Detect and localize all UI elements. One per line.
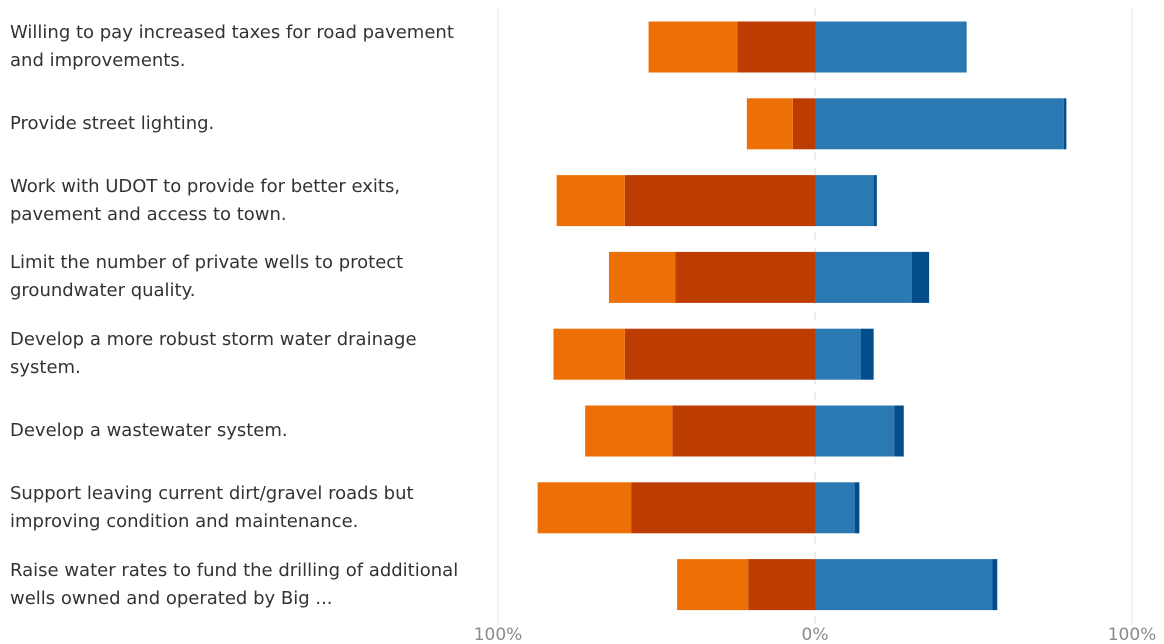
question-label: Work with UDOT to provide for better exi… [10,175,401,225]
bar-segment-8-4 [992,559,998,611]
bar-segment-6-4 [894,405,904,457]
bar-segment-1-2 [648,21,738,73]
bar-segment-6-1 [672,405,815,457]
bar-segment-2-1 [792,98,815,150]
bar-segment-8-2 [677,559,749,611]
bar-segment-1-4 [965,21,967,73]
x-tick-label: 100% [1108,625,1157,644]
question-label: Limit the number of private wells to pro… [10,252,404,302]
bar-segment-5-4 [860,328,874,380]
question-label: Develop a wastewater system. [10,420,288,441]
bar-segment-3-3 [815,175,874,227]
bar-segment-2-2 [746,98,793,150]
bar-segment-6-2 [585,405,673,457]
bar-segment-7-2 [537,482,632,534]
bar-segment-8-3 [815,559,993,611]
question-label: Support leaving current dirt/gravel road… [10,482,414,532]
bar-segment-8-1 [748,559,815,611]
bar-segment-5-3 [815,328,861,380]
bar-segment-4-1 [675,251,815,303]
bar-segment-4-2 [608,251,676,303]
bar-segment-6-3 [815,405,895,457]
question-label: Willing to pay increased taxes for road … [10,22,454,71]
bar-segment-7-1 [631,482,815,534]
bar-segment-3-1 [624,175,815,227]
bar-segment-5-1 [624,328,815,380]
bar-segment-3-4 [873,175,877,227]
bar-segment-2-4 [1063,98,1067,150]
bar-segment-4-3 [815,251,912,303]
bar-segment-7-3 [815,482,855,534]
question-label: Develop a more robust storm water draina… [10,329,417,379]
bar-segment-2-3 [815,98,1064,150]
x-tick-label: 0% [802,625,829,644]
bar-segment-7-4 [854,482,860,534]
bar-segment-1-1 [737,21,815,73]
question-label: Raise water rates to fund the drilling o… [10,559,459,609]
x-tick-label: 100% [474,625,523,644]
bar-segment-1-3 [815,21,966,73]
bar-segment-5-2 [553,328,625,380]
question-label: Provide street lighting. [10,112,215,134]
bar-segment-3-2 [556,175,625,227]
bar-segment-4-4 [911,251,930,303]
